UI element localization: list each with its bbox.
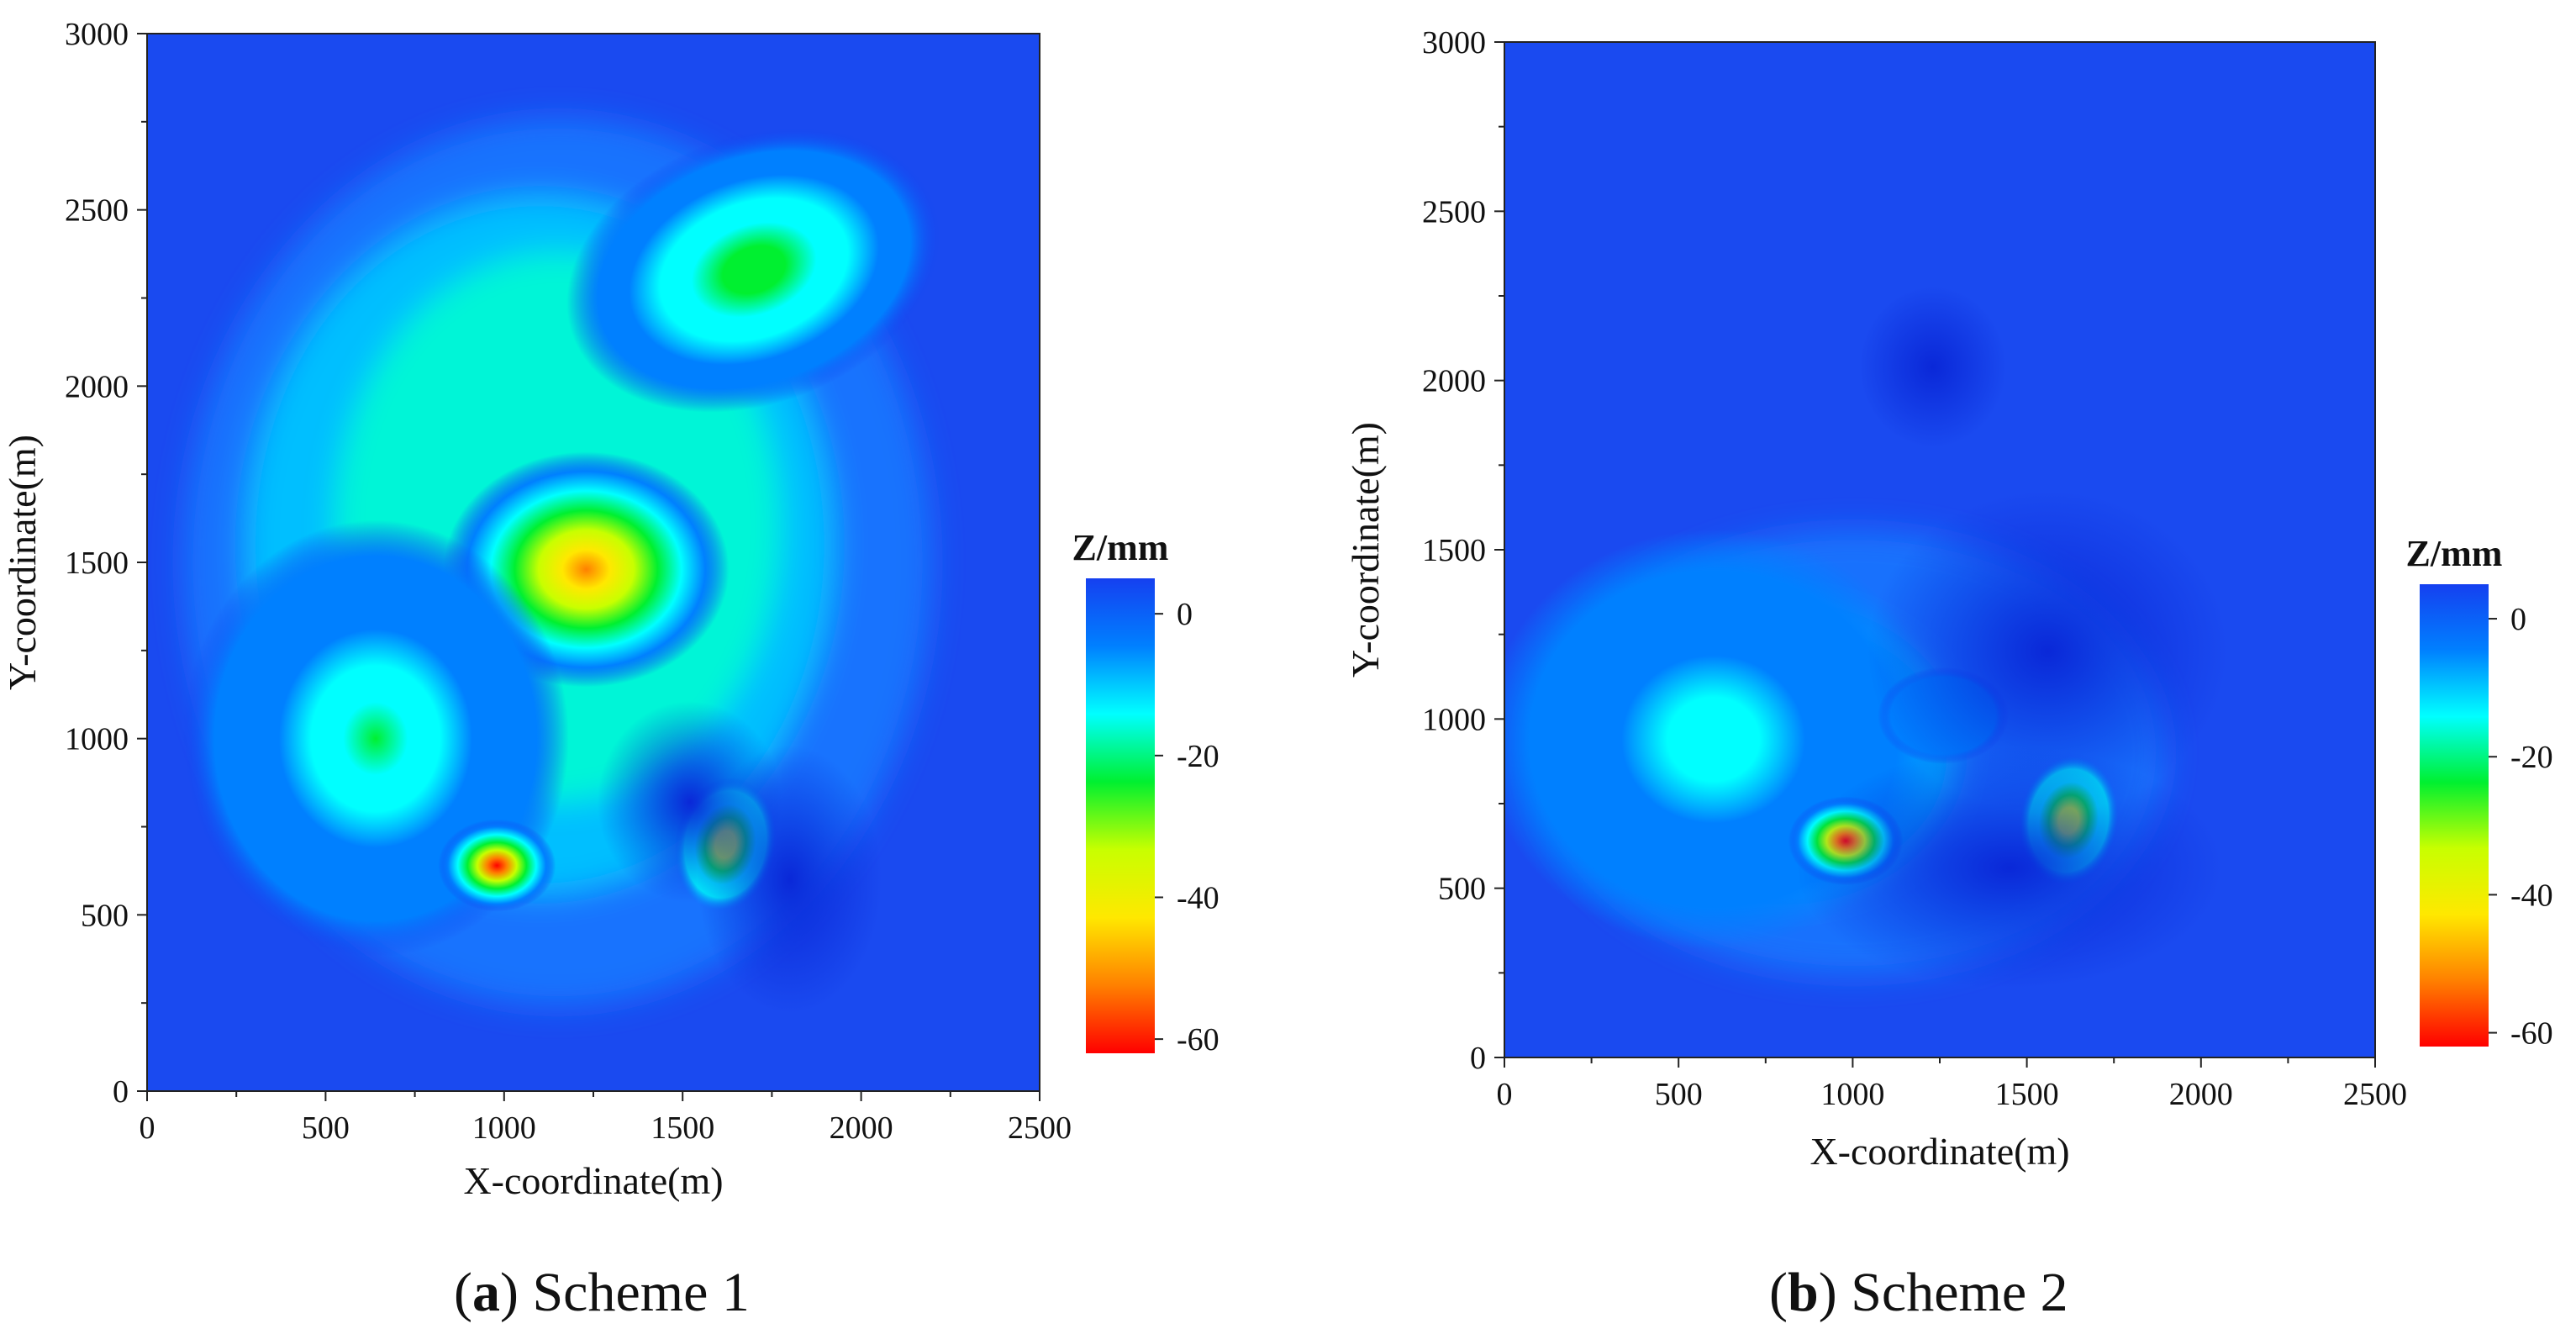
colorbar-gradient [2420,584,2489,1047]
x-axis-label: X-coordinate(m) [1810,1130,2069,1173]
uplift-zone [1867,489,2229,813]
subplot-letter: b [1787,1262,1819,1323]
colorbar-tick-label: 0 [2510,602,2526,637]
x-tick-label: 1500 [651,1110,714,1146]
colorbar: Z/mm 0 -20 -40 -60 [1072,527,1220,1057]
y-tick-label: 2000 [65,369,129,404]
x-tick-label: 1000 [1820,1077,1884,1112]
x-tick-label: 2000 [2169,1077,2233,1112]
uplift-zone [1858,286,2007,448]
y-tick-label: 2000 [1422,364,1486,399]
y-tick-label: 0 [1470,1041,1486,1076]
subplot-caption-a: (a) Scheme 1 [454,1262,750,1323]
y-tick-label: 0 [113,1074,129,1110]
contour-plot-area [1504,42,2375,1057]
colorbar-tick-label: -20 [2510,740,2553,775]
subsidence-zone [566,127,942,413]
x-tick-label: 2000 [830,1110,893,1146]
panel-b: 0 500 1000 1500 2000 2500 0 500 1000 1500 2000 250… [1344,25,2553,1173]
y-tick-label: 1000 [1422,702,1486,737]
uplift-zone [1796,746,2223,989]
contour-features [182,127,942,1015]
panel-a: 0 500 1000 1500 2000 2500 0 500 1000 1500 2000 250… [1,17,1220,1202]
colorbar-label: Z/mm [2406,533,2503,574]
y-axis-label: Y-coordinate(m) [1,435,44,690]
y-tick-label: 3000 [1422,25,1486,61]
colorbar-ticks: 0 -20 -40 -60 [2489,602,2553,1052]
y-tick-label: 2500 [1422,194,1486,229]
subplot-title: Scheme 1 [532,1262,750,1323]
y-axis-label: Y-coordinate(m) [1344,422,1387,678]
y-tick-label: 1000 [65,722,129,757]
subsidence-zone [438,819,556,912]
colorbar-label: Z/mm [1072,527,1169,568]
uplift-zone [697,745,882,1015]
colorbar: Z/mm 0 -20 -40 -60 [2406,533,2553,1052]
y-tick-label: 500 [81,898,129,933]
y-tick-label: 500 [1438,872,1486,907]
colorbar-ticks: 0 -20 -40 -60 [1155,597,1220,1057]
x-tick-label: 0 [1497,1077,1513,1112]
x-axis: 0 500 1000 1500 2000 2500 [140,1091,1072,1146]
x-tick-label: 1000 [472,1110,536,1146]
colorbar-tick-label: 0 [1177,597,1193,632]
x-axis: 0 500 1000 1500 2000 2500 [1497,1057,2407,1112]
contour-plot-area [147,34,1040,1091]
subplot-caption-b: (b) Scheme 2 [1769,1262,2068,1323]
y-tick-label: 2500 [65,193,129,229]
y-axis: 0 500 1000 1500 2000 2500 3000 [65,17,147,1110]
subplot-letter: a [471,1262,500,1323]
colorbar-tick-label: -20 [1177,739,1220,774]
contour-features [1504,286,2229,989]
x-tick-label: 2500 [1008,1110,1072,1146]
y-axis: 0 500 1000 1500 2000 2500 3000 [1422,25,1504,1076]
x-axis-label: X-coordinate(m) [463,1159,723,1202]
colorbar-tick-label: -60 [1177,1022,1220,1057]
subplot-title: Scheme 2 [1851,1262,2068,1323]
x-tick-label: 500 [1655,1077,1703,1112]
y-tick-label: 3000 [65,17,129,52]
x-tick-label: 500 [302,1110,350,1146]
colorbar-tick-label: -60 [2510,1016,2553,1052]
y-tick-label: 1500 [65,546,129,581]
x-tick-label: 2500 [2343,1077,2407,1112]
colorbar-gradient [1086,578,1155,1053]
y-tick-label: 1500 [1422,533,1486,568]
colorbar-tick-label: -40 [2510,878,2553,913]
x-tick-label: 1500 [1995,1077,2059,1112]
colorbar-tick-label: -40 [1177,880,1220,915]
x-tick-label: 0 [140,1110,155,1146]
